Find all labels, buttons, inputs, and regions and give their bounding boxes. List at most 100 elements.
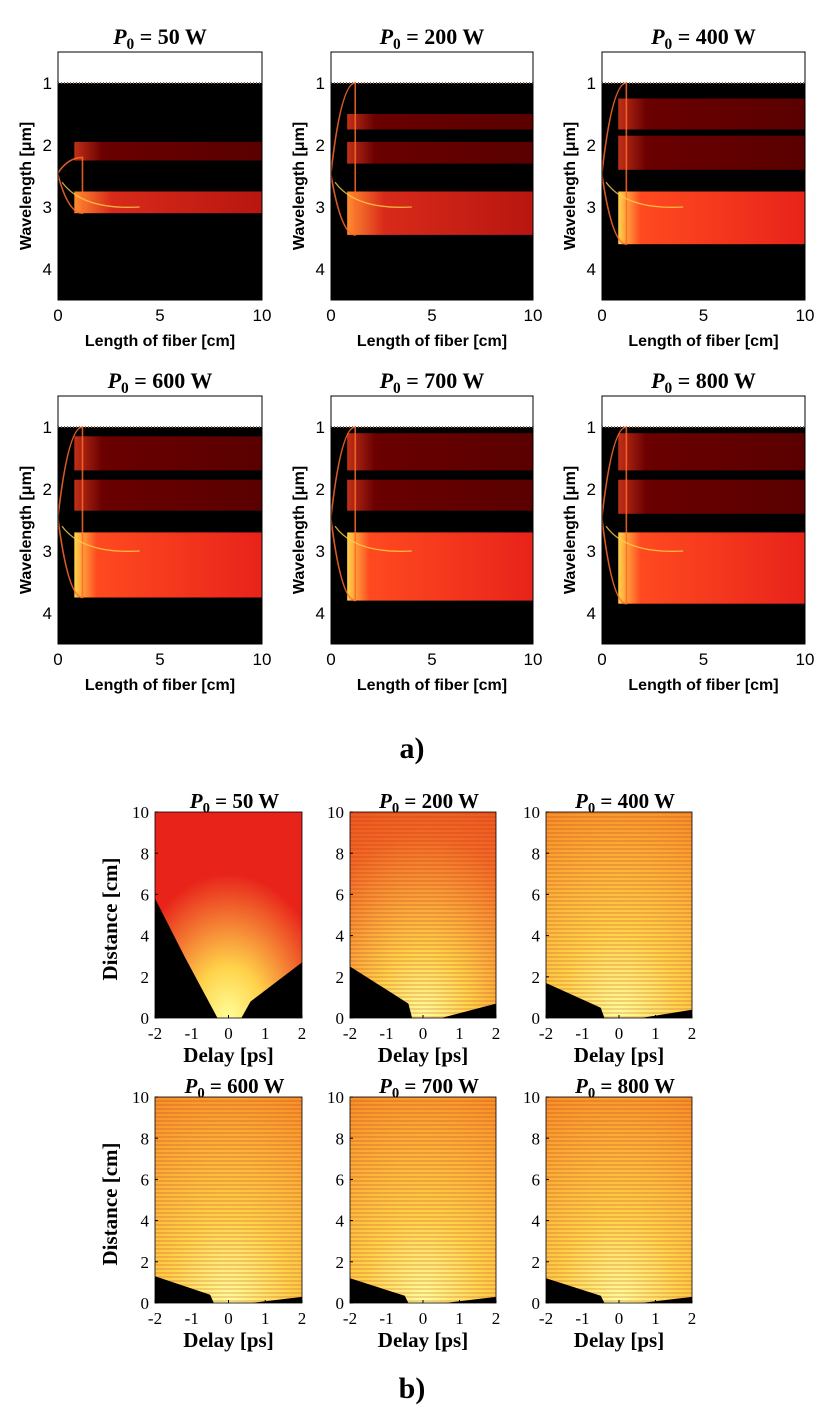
x-axis-label: Length of fiber [cm] — [357, 677, 507, 694]
x-tick-label: 1 — [261, 1309, 270, 1328]
heatmap-plot-b: -2 -1 0 1 2 0 2 4 6 8 10 P0 = 200 W Delay [ps] — [327, 789, 500, 1067]
dark-region-right — [444, 1296, 496, 1303]
plot-title: P0 = 700 W — [379, 368, 485, 397]
y-tick-label: 2 — [316, 480, 325, 499]
y-axis-label: Wavelength [μm] — [291, 466, 308, 594]
y-tick-label: 2 — [141, 1253, 150, 1272]
y-tick-label: 4 — [141, 1212, 150, 1231]
x-tick-label: 0 — [224, 1024, 233, 1043]
y-tick-label: 0 — [532, 1294, 541, 1313]
plot-title: P0 = 200 W — [378, 789, 479, 817]
y-axis-label: Distance [cm] — [98, 1142, 122, 1265]
soliton-trace — [605, 525, 684, 552]
heatmap-plot-a: 0 5 10 1 2 3 4 P0 = 700 W Length of fiber [cm] Wa… — [291, 368, 542, 694]
y-tick-label: 4 — [43, 260, 52, 279]
x-tick-label: -1 — [185, 1309, 199, 1328]
x-axis-label: Delay [ps] — [183, 1328, 273, 1352]
spectral-broadening-edge — [58, 156, 84, 215]
dark-region-left — [546, 982, 605, 1018]
y-tick-label: 6 — [141, 886, 150, 905]
x-tick-label: -2 — [539, 1309, 553, 1328]
y-tick-label: 0 — [336, 1009, 345, 1028]
x-tick-label: 5 — [155, 306, 164, 325]
x-tick-label: 5 — [699, 650, 708, 669]
y-tick-label: 8 — [336, 844, 345, 863]
x-tick-label: 1 — [455, 1024, 464, 1043]
x-axis-label: Delay [ps] — [378, 1328, 468, 1352]
y-tick-label: 6 — [141, 1171, 150, 1190]
y-axis-label: Distance [cm] — [98, 857, 122, 980]
y-tick-label: 2 — [532, 968, 541, 987]
y-tick-label: 2 — [43, 136, 52, 155]
x-tick-label: 0 — [326, 650, 335, 669]
y-tick-label: 8 — [532, 1129, 541, 1148]
x-tick-label: 0 — [419, 1024, 428, 1043]
y-tick-label: 3 — [316, 198, 325, 217]
x-tick-label: -2 — [148, 1309, 162, 1328]
dark-region-left — [350, 966, 413, 1018]
x-tick-label: 0 — [224, 1309, 233, 1328]
x-tick-label: 5 — [427, 306, 436, 325]
y-tick-label: 8 — [532, 844, 541, 863]
y-tick-label: 2 — [336, 968, 345, 987]
soliton-trace — [605, 181, 684, 208]
x-tick-label: 10 — [796, 306, 815, 325]
y-tick-label: 4 — [336, 927, 345, 946]
y-tick-label: 8 — [336, 1129, 345, 1148]
x-tick-label: 10 — [796, 650, 815, 669]
interference-fringes — [155, 1097, 302, 1303]
x-axis-label: Delay [ps] — [378, 1043, 468, 1067]
y-tick-label: 0 — [141, 1294, 150, 1313]
x-tick-label: 5 — [427, 650, 436, 669]
interference-fringes — [546, 1097, 692, 1303]
y-tick-label: 2 — [587, 480, 596, 499]
y-tick-label: 3 — [316, 542, 325, 561]
plot-title: P0 = 400 W — [650, 24, 756, 53]
heatmap-plot-b: -2 -1 0 1 2 0 2 4 6 8 10 P0 = 800 W Delay [ps] — [523, 1074, 696, 1352]
y-tick-label: 6 — [336, 886, 345, 905]
plot-frame — [57, 395, 263, 645]
y-tick-label: 4 — [532, 1212, 541, 1231]
heatmap-plot-a: 0 5 10 1 2 3 4 P0 = 50 W Length of fiber [cm] Wav… — [18, 24, 271, 350]
x-tick-label: 2 — [298, 1309, 307, 1328]
y-tick-label: 4 — [316, 604, 325, 623]
plot-frame — [601, 395, 806, 645]
x-tick-label: 0 — [597, 306, 606, 325]
y-tick-label: 10 — [327, 803, 344, 822]
x-tick-label: 2 — [298, 1024, 307, 1043]
panel-b-label: b) — [399, 1372, 426, 1405]
y-tick-label: 1 — [587, 74, 596, 93]
y-tick-label: 0 — [336, 1294, 345, 1313]
y-axis-label: Wavelength [μm] — [291, 122, 308, 250]
spectral-broadening-edge — [602, 82, 628, 246]
x-tick-label: -1 — [185, 1024, 199, 1043]
soliton-trace — [61, 525, 140, 552]
x-tick-label: -1 — [379, 1309, 393, 1328]
y-tick-label: 3 — [587, 542, 596, 561]
plot-title: P0 = 700 W — [378, 1074, 479, 1102]
dark-region-right — [640, 1296, 692, 1303]
plot-title: P0 = 200 W — [379, 24, 485, 53]
dark-region-left — [155, 1276, 214, 1303]
x-tick-label: 1 — [455, 1309, 464, 1328]
x-tick-label: -2 — [343, 1024, 357, 1043]
x-tick-label: -2 — [148, 1024, 162, 1043]
y-tick-label: 4 — [316, 260, 325, 279]
y-tick-label: 1 — [587, 418, 596, 437]
spectral-broadening-edge — [331, 426, 357, 602]
heatmap-plot-b: -2 -1 0 1 2 0 2 4 6 8 10 P0 = 400 W Delay [ps] — [523, 789, 696, 1067]
x-axis-label: Delay [ps] — [183, 1043, 273, 1067]
x-tick-label: 1 — [651, 1024, 660, 1043]
plot-title: P0 = 600 W — [183, 1074, 284, 1102]
x-axis-label: Length of fiber [cm] — [85, 677, 235, 694]
y-tick-label: 1 — [43, 418, 52, 437]
spectral-band — [347, 141, 533, 164]
spectral-band — [618, 135, 805, 170]
plot-frame — [330, 51, 534, 301]
spectral-band — [618, 433, 805, 471]
x-axis-label: Length of fiber [cm] — [628, 677, 778, 694]
y-tick-label: 10 — [523, 803, 540, 822]
plot-frame — [330, 395, 534, 645]
x-tick-label: 10 — [524, 650, 543, 669]
